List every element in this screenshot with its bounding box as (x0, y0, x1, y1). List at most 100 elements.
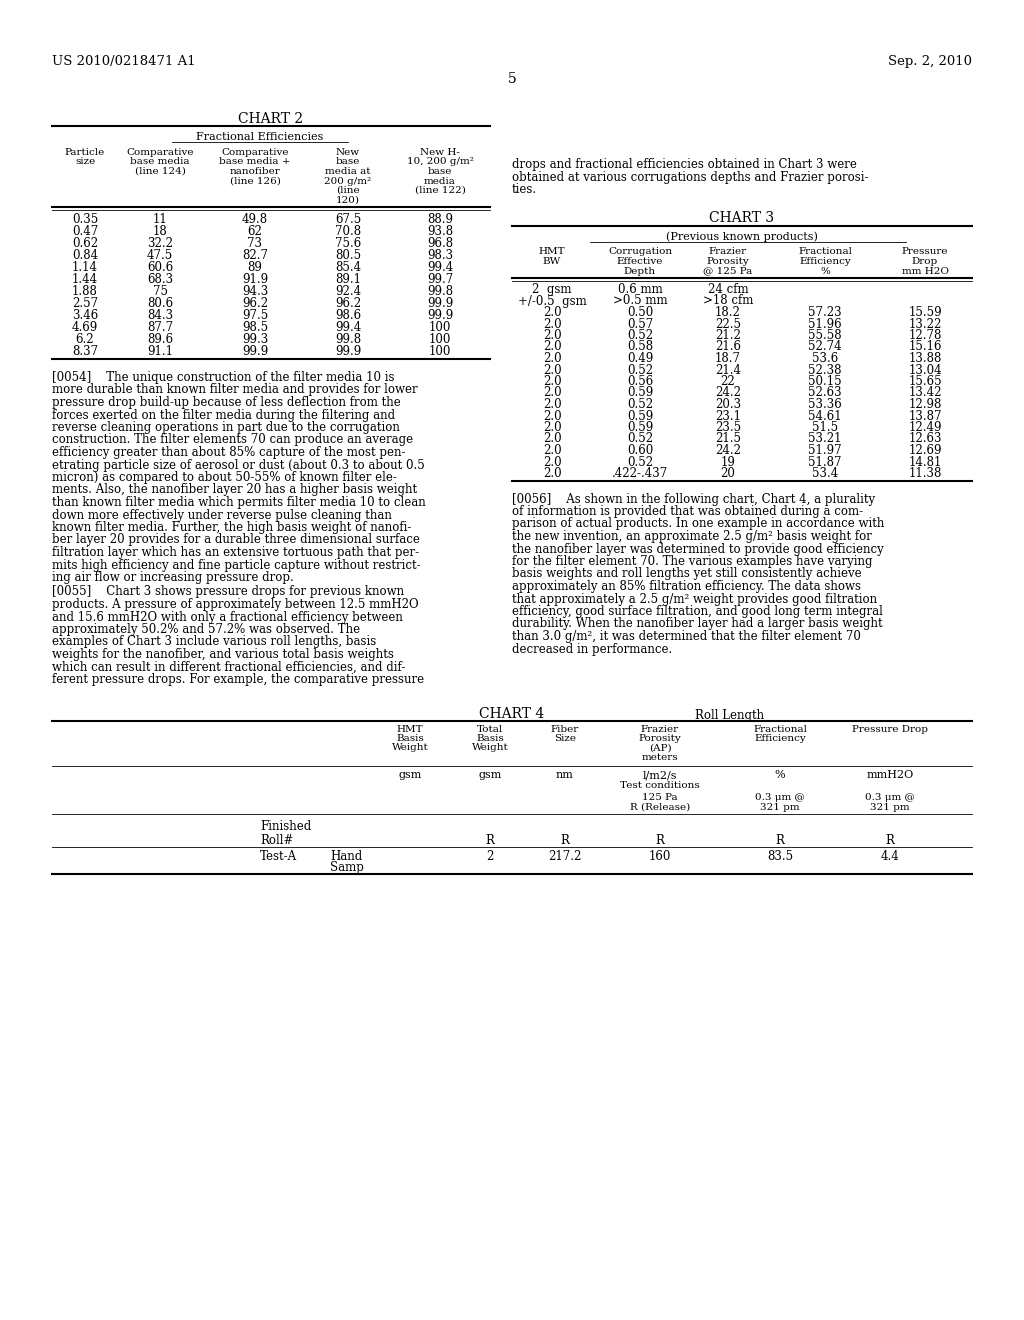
Text: 2.0: 2.0 (543, 306, 561, 319)
Text: 22.5: 22.5 (715, 318, 741, 330)
Text: decreased in performance.: decreased in performance. (512, 643, 672, 656)
Text: (Previous known products): (Previous known products) (666, 231, 818, 242)
Text: Fractional: Fractional (753, 725, 807, 734)
Text: 18: 18 (153, 224, 167, 238)
Text: CHART 4: CHART 4 (479, 708, 545, 722)
Text: 0.52: 0.52 (627, 363, 653, 376)
Text: 89.6: 89.6 (146, 333, 173, 346)
Text: which can result in different fractional efficiencies, and dif-: which can result in different fractional… (52, 660, 406, 673)
Text: 12.98: 12.98 (908, 399, 942, 411)
Text: 51.97: 51.97 (808, 444, 842, 457)
Text: Comparative: Comparative (126, 148, 194, 157)
Text: R: R (655, 833, 665, 846)
Text: drops and fractional efficiencies obtained in Chart 3 were: drops and fractional efficiencies obtain… (512, 158, 857, 172)
Text: meters: meters (642, 752, 678, 762)
Text: 0.59: 0.59 (627, 409, 653, 422)
Text: 52.63: 52.63 (808, 387, 842, 400)
Text: 24.2: 24.2 (715, 444, 741, 457)
Text: 125 Pa: 125 Pa (642, 792, 678, 801)
Text: (line 126): (line 126) (229, 177, 281, 186)
Text: 15.65: 15.65 (908, 375, 942, 388)
Text: ties.: ties. (512, 183, 538, 195)
Text: 70.8: 70.8 (335, 224, 361, 238)
Text: HMT: HMT (539, 248, 565, 256)
Text: 2.0: 2.0 (543, 329, 561, 342)
Text: 2.0: 2.0 (543, 399, 561, 411)
Text: Porosity: Porosity (707, 257, 750, 267)
Text: 15.16: 15.16 (908, 341, 942, 354)
Text: 18.7: 18.7 (715, 352, 741, 366)
Text: 99.4: 99.4 (335, 321, 361, 334)
Text: 51.87: 51.87 (808, 455, 842, 469)
Text: the new invention, an approximate 2.5 g/m² basis weight for: the new invention, an approximate 2.5 g/… (512, 531, 871, 543)
Text: forces exerted on the filter media during the filtering and: forces exerted on the filter media durin… (52, 408, 395, 421)
Text: the nanofiber layer was determined to provide good efficiency: the nanofiber layer was determined to pr… (512, 543, 884, 556)
Text: ing air flow or increasing pressure drop.: ing air flow or increasing pressure drop… (52, 572, 294, 583)
Text: 10, 200 g/m²: 10, 200 g/m² (407, 157, 473, 166)
Text: (line 122): (line 122) (415, 186, 466, 195)
Text: 0.62: 0.62 (72, 238, 98, 249)
Text: base media: base media (130, 157, 189, 166)
Text: New H-: New H- (420, 148, 460, 157)
Text: 13.42: 13.42 (908, 387, 942, 400)
Text: 2.0: 2.0 (543, 318, 561, 330)
Text: 96.2: 96.2 (242, 297, 268, 310)
Text: 98.5: 98.5 (242, 321, 268, 334)
Text: ber layer 20 provides for a durable three dimensional surface: ber layer 20 provides for a durable thre… (52, 533, 420, 546)
Text: Corrugation: Corrugation (608, 248, 672, 256)
Text: 49.8: 49.8 (242, 213, 268, 226)
Text: 217.2: 217.2 (548, 850, 582, 862)
Text: CHART 2: CHART 2 (239, 112, 303, 125)
Text: Porosity: Porosity (639, 734, 681, 743)
Text: 99.4: 99.4 (427, 261, 454, 275)
Text: 0.50: 0.50 (627, 306, 653, 319)
Text: 11.38: 11.38 (908, 467, 942, 480)
Text: [0055]    Chart 3 shows pressure drops for previous known: [0055] Chart 3 shows pressure drops for … (52, 586, 404, 598)
Text: 1.44: 1.44 (72, 273, 98, 286)
Text: construction. The filter elements 70 can produce an average: construction. The filter elements 70 can… (52, 433, 413, 446)
Text: Roll Length: Roll Length (695, 710, 765, 722)
Text: 100: 100 (429, 345, 452, 358)
Text: 99.9: 99.9 (427, 297, 454, 310)
Text: 85.4: 85.4 (335, 261, 361, 275)
Text: Particle: Particle (65, 148, 105, 157)
Text: 321 pm: 321 pm (870, 803, 909, 812)
Text: Samp: Samp (330, 862, 364, 874)
Text: etrating particle size of aerosol or dust (about 0.3 to about 0.5: etrating particle size of aerosol or dus… (52, 458, 425, 471)
Text: approximately an 85% filtration efficiency. The data shows: approximately an 85% filtration efficien… (512, 579, 861, 593)
Text: %: % (775, 771, 785, 780)
Text: 94.3: 94.3 (242, 285, 268, 298)
Text: 54.61: 54.61 (808, 409, 842, 422)
Text: known filter media. Further, the high basis weight of nanofi-: known filter media. Further, the high ba… (52, 521, 412, 535)
Text: Fiber: Fiber (551, 725, 580, 734)
Text: 20.3: 20.3 (715, 399, 741, 411)
Text: base: base (336, 157, 360, 166)
Text: 52.74: 52.74 (808, 341, 842, 354)
Text: 67.5: 67.5 (335, 213, 361, 226)
Text: Weight: Weight (391, 743, 428, 752)
Text: 13.22: 13.22 (908, 318, 942, 330)
Text: 83.5: 83.5 (767, 850, 793, 862)
Text: [0056]    As shown in the following chart, Chart 4, a plurality: [0056] As shown in the following chart, … (512, 492, 876, 506)
Text: 3.46: 3.46 (72, 309, 98, 322)
Text: (line: (line (336, 186, 359, 195)
Text: 87.7: 87.7 (146, 321, 173, 334)
Text: 89.1: 89.1 (335, 273, 361, 286)
Text: 84.3: 84.3 (146, 309, 173, 322)
Text: (AP): (AP) (648, 743, 672, 752)
Text: Sep. 2, 2010: Sep. 2, 2010 (888, 55, 972, 69)
Text: obtained at various corrugations depths and Frazier porosi-: obtained at various corrugations depths … (512, 170, 868, 183)
Text: pressure drop build-up because of less deflection from the: pressure drop build-up because of less d… (52, 396, 400, 409)
Text: 91.9: 91.9 (242, 273, 268, 286)
Text: 8.37: 8.37 (72, 345, 98, 358)
Text: Total: Total (477, 725, 503, 734)
Text: 0.59: 0.59 (627, 387, 653, 400)
Text: than known filter media which permits filter media 10 to clean: than known filter media which permits fi… (52, 496, 426, 510)
Text: Test conditions: Test conditions (621, 781, 699, 791)
Text: Fractional Efficiencies: Fractional Efficiencies (197, 132, 324, 143)
Text: @ 125 Pa: @ 125 Pa (703, 267, 753, 276)
Text: R: R (775, 833, 784, 846)
Text: Weight: Weight (472, 743, 508, 752)
Text: 96.8: 96.8 (427, 238, 453, 249)
Text: 2.0: 2.0 (543, 455, 561, 469)
